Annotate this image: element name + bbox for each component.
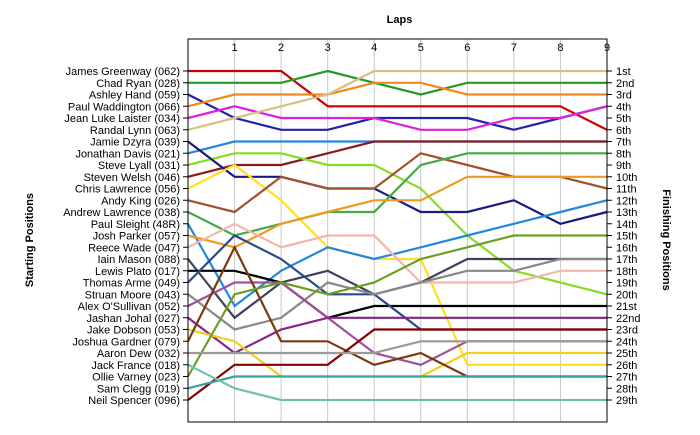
x-tick-label: 3 [325, 42, 331, 54]
finishing-label: 24th [616, 336, 637, 348]
x-tick-label: 4 [371, 42, 377, 54]
series-line [188, 269, 607, 319]
finishing-label: 19th [616, 278, 637, 290]
driver-label: Reece Wade (047) [88, 242, 180, 254]
driver-label: Jake Dobson (053) [87, 325, 180, 337]
x-tick-label: 2 [278, 42, 284, 54]
driver-label: Jashan Johal (027) [86, 313, 180, 325]
driver-label: Randal Lynn (063) [90, 125, 180, 137]
series-line [187, 152, 608, 296]
series-line [188, 69, 608, 131]
driver-label: Andy King (026) [101, 195, 180, 207]
driver-label: Sam Clegg (019) [97, 383, 180, 395]
x-axis-title: Laps [387, 14, 413, 26]
finishing-label: 17th [616, 254, 637, 266]
series-line [187, 163, 607, 366]
y-axis-title-right: Finishing Positions [660, 189, 672, 290]
driver-label: Chad Ryan (028) [96, 78, 180, 90]
finishing-label: 8th [616, 148, 631, 160]
finishing-label: 16th [616, 242, 637, 254]
driver-label: Steve Lyall (031) [98, 160, 180, 172]
finishing-label: 29th [616, 395, 637, 407]
finishing-label: 7th [616, 137, 631, 149]
series-line [188, 340, 607, 355]
driver-label: Neil Spencer (096) [88, 395, 180, 407]
driver-label: Ashley Hand (059) [89, 90, 180, 102]
driver-label: Paul Sleight (48R) [91, 219, 180, 231]
driver-label: Jean Luke Laister (034) [64, 113, 180, 125]
x-tick-label: 8 [557, 42, 563, 54]
finishing-label: 25th [616, 348, 637, 360]
finishing-label: 15th [616, 231, 637, 243]
driver-label: Alex O'Sullivan (052) [78, 301, 180, 313]
driver-label: Andrew Lawrence (038) [63, 207, 180, 219]
driver-label: Aaron Dew (032) [97, 348, 180, 360]
x-tick-labels: 1 2 3 4 5 6 7 8 9 [231, 42, 610, 54]
finishing-label: 12th [616, 195, 637, 207]
driver-label: Jamie Dzyra (039) [90, 137, 180, 149]
finishing-label: 6th [616, 125, 631, 137]
finishing-label: 28th [616, 383, 637, 395]
series-line [187, 93, 608, 131]
finishing-label: 20th [616, 289, 637, 301]
series-line [187, 140, 607, 178]
driver-label: Iain Mason (088) [97, 254, 180, 266]
series-line [188, 69, 607, 96]
finishing-label: 10th [616, 172, 637, 184]
x-tick-label: 5 [418, 42, 424, 54]
series-lines [187, 69, 608, 402]
finishing-position-labels: 1st2nd3rd4th5th6th7th8th9th10th11th12th1… [607, 66, 640, 407]
finishing-label: 21st [616, 301, 637, 313]
finishing-label: 27th [616, 372, 637, 384]
finishing-label: 4th [616, 101, 631, 113]
starting-position-labels: James Greenway (062)Chad Ryan (028)Ashle… [63, 66, 188, 407]
series-line [187, 316, 607, 355]
finishing-label: 1st [616, 66, 631, 78]
finishing-label: 22nd [616, 313, 640, 325]
finishing-label: 9th [616, 160, 631, 172]
x-tick-label: 6 [464, 42, 470, 54]
finishing-label: 23rd [616, 325, 638, 337]
driver-label: Jonathan Davis (021) [75, 148, 180, 160]
driver-label: Jack France (018) [91, 360, 180, 372]
finishing-label: 11th [616, 184, 637, 196]
driver-label: Ollie Varney (023) [92, 372, 180, 384]
driver-label: James Greenway (062) [66, 66, 180, 78]
series-line [187, 328, 607, 401]
finishing-label: 18th [616, 266, 637, 278]
series-line [187, 152, 608, 214]
driver-label: Paul Waddington (066) [68, 101, 180, 113]
driver-label: Thomas Arme (049) [83, 278, 180, 290]
finishing-label: 26th [616, 360, 637, 372]
finishing-label: 3rd [616, 90, 632, 102]
plot-border [187, 38, 608, 423]
x-tick-label: 7 [511, 42, 517, 54]
series-line [187, 234, 607, 378]
finishing-label: 13th [616, 207, 637, 219]
finishing-label: 5th [616, 113, 631, 125]
driver-label: Joshua Gardner (079) [72, 336, 180, 348]
driver-label: Steven Welsh (046) [84, 172, 180, 184]
finishing-label: 2nd [616, 78, 634, 90]
driver-label: Struan Moore (043) [85, 289, 180, 301]
y-axis-title-left: Starting Positions [24, 193, 36, 287]
finishing-label: 14th [616, 219, 637, 231]
series-line [187, 140, 607, 155]
series-line [187, 257, 607, 331]
driver-label: Josh Parker (057) [93, 231, 180, 243]
series-line [187, 375, 607, 390]
series-line [187, 152, 607, 237]
series-line [187, 363, 607, 402]
series-line [187, 222, 607, 284]
series-line [187, 81, 607, 108]
series-line [187, 69, 607, 131]
driver-label: Chris Lawrence (056) [75, 184, 180, 196]
x-tick-label: 1 [231, 42, 237, 54]
plot-frame [187, 38, 608, 423]
x-tick-label: 9 [604, 42, 610, 54]
driver-label: Lewis Plato (017) [95, 266, 180, 278]
